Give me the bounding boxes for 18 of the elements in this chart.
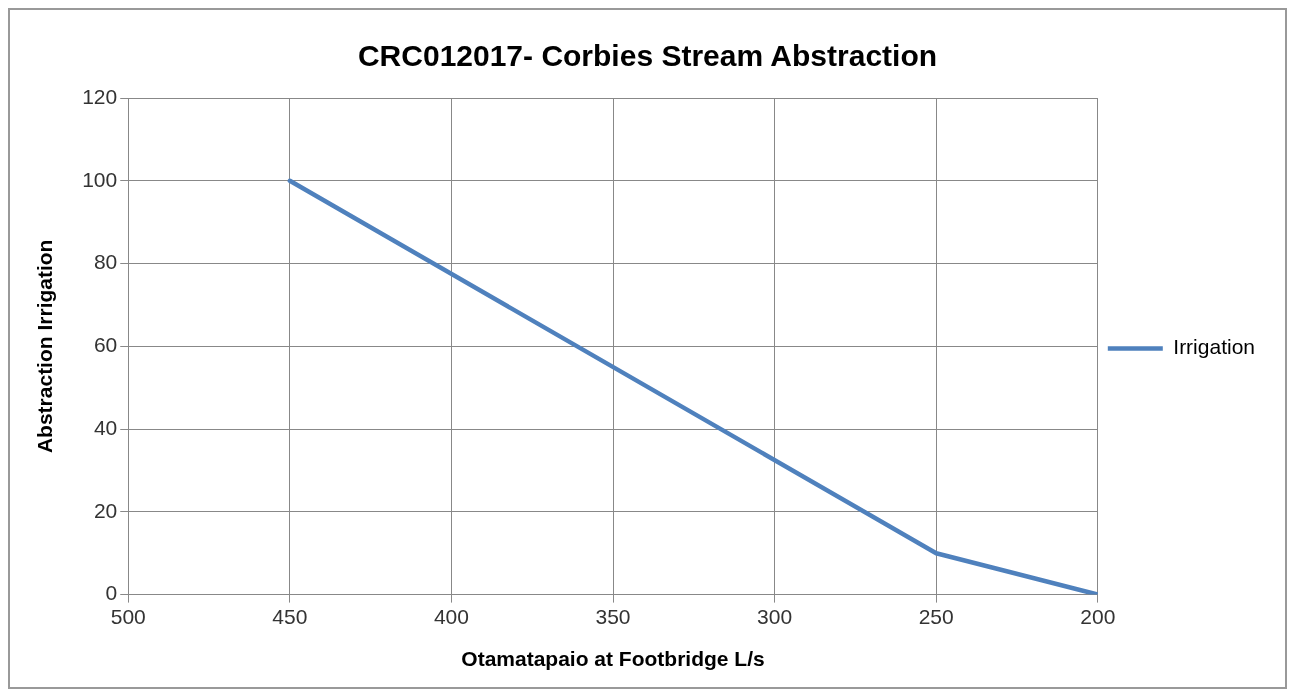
chart-title: CRC012017- Corbies Stream Abstraction — [357, 39, 938, 73]
x-axis-title: Otamatapaio at Footbridge L/s — [461, 647, 765, 671]
x-tick-label: 200 — [1080, 605, 1116, 628]
x-tick-label: 250 — [918, 605, 954, 628]
y-tick-label: 60 — [93, 333, 118, 357]
x-tick-label: 400 — [433, 605, 469, 628]
x-tick-label: 500 — [110, 605, 146, 628]
x-tick-label: 450 — [272, 605, 308, 628]
y-tick-label: 20 — [93, 498, 118, 522]
y-tick-label: 100 — [82, 167, 118, 191]
y-tick-label: 40 — [93, 415, 118, 439]
y-tick-label: 80 — [93, 250, 118, 274]
y-axis-title: Abstraction Irrigation — [33, 239, 57, 454]
legend-label: Irrigation — [1173, 335, 1255, 359]
y-tick-label: 0 — [105, 581, 118, 605]
x-tick-label: 350 — [595, 605, 631, 628]
x-tick-label: 300 — [757, 605, 793, 628]
y-tick-label: 120 — [82, 84, 118, 108]
